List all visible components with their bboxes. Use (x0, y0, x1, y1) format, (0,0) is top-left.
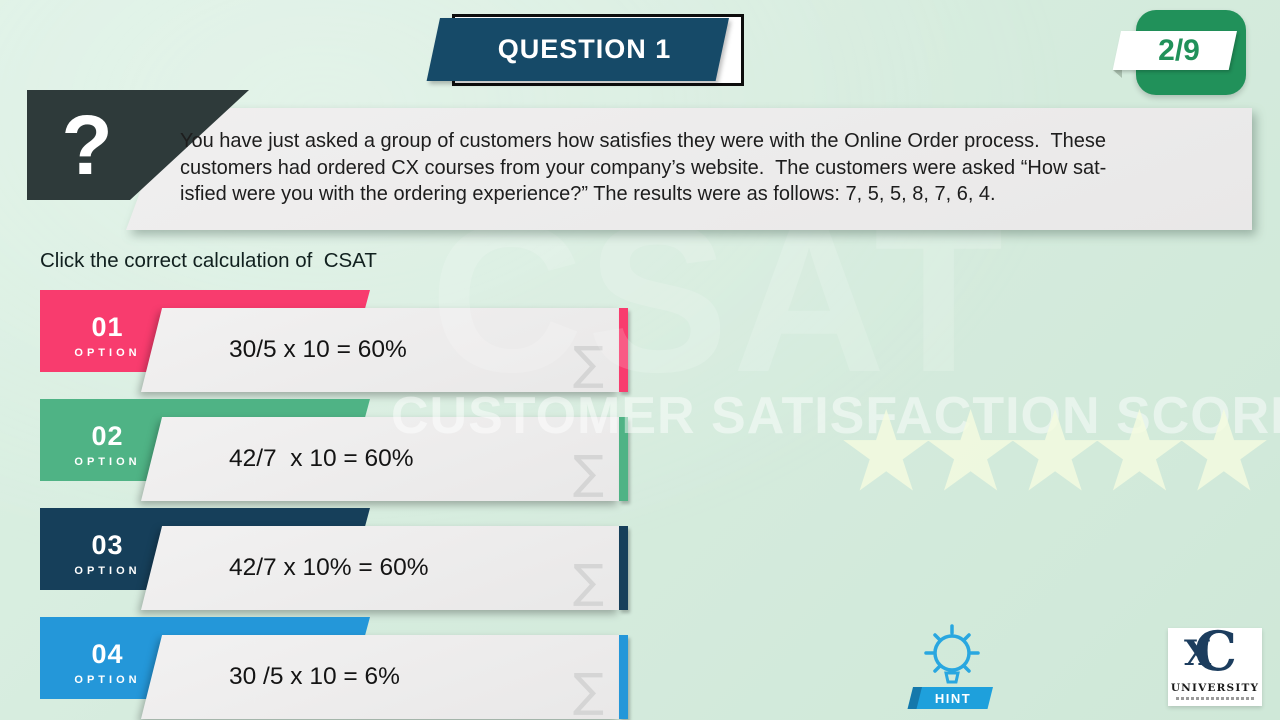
option-3-tag: OPTION (74, 565, 141, 577)
question-mark-icon: ? (61, 97, 113, 192)
logo-monogram-x: X (1184, 633, 1212, 674)
option-2-answer-panel: 42/7 x 10 = 60% ∑ (141, 417, 620, 501)
option-1-number: 01 (91, 312, 124, 342)
progress-badge-label: 2/9 (1158, 33, 1200, 67)
question-line-2: customers had ordered CX courses from yo… (180, 156, 1107, 179)
satisfaction-scores-watermark: CUSTOMER SATISFACTION SCORES (391, 387, 1280, 445)
logo-tagline (1176, 697, 1254, 700)
option-3-accent-bar (619, 526, 628, 610)
prompt-label: Click the correct calculation of CSAT (40, 249, 377, 272)
stars-watermark: ★★★★★ (836, 387, 1274, 517)
logo-university-label: UNIVERSITY (1170, 682, 1260, 694)
option-3-number: 03 (91, 530, 124, 560)
option-2-answer-text: 42/7 x 10 = 60% (229, 445, 414, 472)
progress-badge-fold (1113, 70, 1122, 78)
option-3-answer-panel: 42/7 x 10% = 60% ∑ (141, 526, 620, 610)
option-2-accent-bar (619, 417, 628, 501)
hint-button[interactable]: HINT (905, 618, 1001, 712)
option-4-number: 04 (91, 639, 124, 669)
question-text: You have just asked a group of customers… (180, 128, 1106, 208)
option-1-answer-text: 30/5 x 10 = 60% (229, 336, 407, 363)
hint-label: HINT (934, 690, 972, 706)
question-banner-label: QUESTION 1 (497, 34, 672, 64)
option-1-answer-panel: 30/5 x 10 = 60% ∑ (141, 308, 620, 392)
sigma-icon: ∑ (573, 554, 604, 608)
sigma-icon: ∑ (573, 336, 604, 390)
option-4-answer-text: 30 /5 x 10 = 6% (229, 663, 400, 690)
sigma-icon: ∑ (573, 445, 604, 499)
question-line-3: isfied were you with the ordering experi… (180, 183, 996, 205)
option-4-tag: OPTION (74, 674, 141, 686)
option-2-tag: OPTION (74, 456, 141, 468)
option-1-accent-bar (619, 308, 628, 392)
option-4-answer-panel: 30 /5 x 10 = 6% ∑ (141, 635, 620, 719)
cx-university-logo: C X UNIVERSITY (1168, 624, 1262, 706)
option-2-number: 02 (91, 421, 124, 451)
question-line-1: You have just asked a group of customers… (180, 130, 1107, 152)
question-text-panel (126, 108, 1252, 230)
lightbulb-icon (924, 624, 980, 684)
option-1-tag: OPTION (74, 347, 141, 359)
sigma-icon: ∑ (573, 663, 604, 717)
option-4-accent-bar (619, 635, 628, 719)
option-3-answer-text: 42/7 x 10% = 60% (229, 554, 429, 581)
logo-monogram-c: C (1194, 619, 1237, 683)
